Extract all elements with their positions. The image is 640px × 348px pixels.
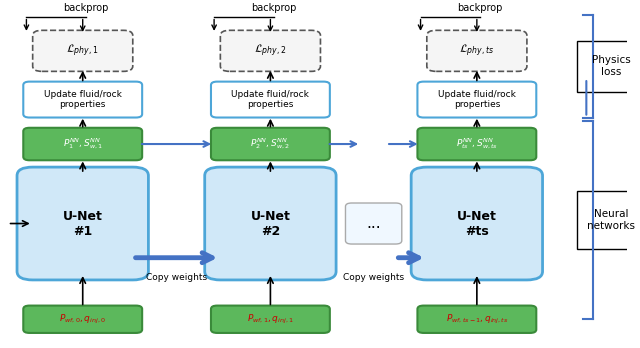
FancyBboxPatch shape — [23, 82, 142, 118]
Text: Copy weights: Copy weights — [343, 273, 404, 282]
Text: U-Net
#2: U-Net #2 — [250, 209, 291, 238]
Text: ...: ... — [366, 216, 381, 231]
FancyBboxPatch shape — [33, 30, 132, 71]
Text: backprop: backprop — [458, 3, 502, 13]
Text: $P_1^{NN}, S_{w,1}^{NN}$: $P_1^{NN}, S_{w,1}^{NN}$ — [63, 137, 103, 151]
Text: $\mathcal{L}_{phy,1}$: $\mathcal{L}_{phy,1}$ — [67, 43, 99, 59]
FancyBboxPatch shape — [211, 128, 330, 160]
FancyBboxPatch shape — [346, 203, 402, 244]
FancyBboxPatch shape — [417, 82, 536, 118]
Text: Physics
loss: Physics loss — [592, 55, 631, 77]
Text: Update fluid/rock
properties: Update fluid/rock properties — [232, 90, 309, 109]
Text: Neural
networks: Neural networks — [588, 209, 636, 231]
Text: $P_{wf,0}, q_{inj,0}$: $P_{wf,0}, q_{inj,0}$ — [60, 313, 106, 326]
FancyBboxPatch shape — [411, 167, 543, 280]
Text: U-Net
#1: U-Net #1 — [63, 209, 102, 238]
FancyBboxPatch shape — [205, 167, 336, 280]
Text: $\mathcal{L}_{phy,2}$: $\mathcal{L}_{phy,2}$ — [254, 43, 287, 59]
Text: Update fluid/rock
properties: Update fluid/rock properties — [438, 90, 516, 109]
Text: $P_{ts}^{NN}, S_{w,ts}^{NN}$: $P_{ts}^{NN}, S_{w,ts}^{NN}$ — [456, 137, 498, 151]
FancyBboxPatch shape — [17, 167, 148, 280]
FancyBboxPatch shape — [577, 191, 640, 249]
Text: $P_2^{NN}, S_{w,2}^{NN}$: $P_2^{NN}, S_{w,2}^{NN}$ — [250, 137, 291, 151]
FancyBboxPatch shape — [220, 30, 321, 71]
FancyBboxPatch shape — [23, 128, 142, 160]
Text: backprop: backprop — [251, 3, 296, 13]
FancyBboxPatch shape — [577, 41, 640, 92]
Text: Copy weights: Copy weights — [146, 273, 207, 282]
Text: U-Net
#ts: U-Net #ts — [457, 209, 497, 238]
FancyBboxPatch shape — [417, 306, 536, 333]
FancyBboxPatch shape — [427, 30, 527, 71]
FancyBboxPatch shape — [211, 82, 330, 118]
Text: $\mathcal{L}_{phy,ts}$: $\mathcal{L}_{phy,ts}$ — [460, 43, 495, 59]
FancyBboxPatch shape — [417, 128, 536, 160]
Text: backprop: backprop — [63, 3, 109, 13]
Text: $P_{wf,ts-1}, q_{inj,ts}$: $P_{wf,ts-1}, q_{inj,ts}$ — [445, 313, 508, 326]
Text: Update fluid/rock
properties: Update fluid/rock properties — [44, 90, 122, 109]
FancyBboxPatch shape — [211, 306, 330, 333]
Text: $P_{wf,1}, q_{inj,1}$: $P_{wf,1}, q_{inj,1}$ — [247, 313, 294, 326]
FancyBboxPatch shape — [23, 306, 142, 333]
